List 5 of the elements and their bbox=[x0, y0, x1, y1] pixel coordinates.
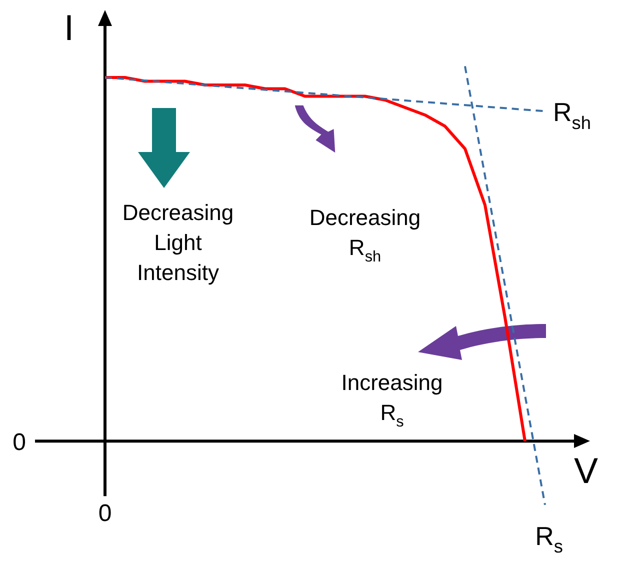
x-axis-title: V bbox=[574, 450, 598, 492]
y-axis-title: I bbox=[64, 7, 74, 48]
annotation: 0 bbox=[98, 500, 112, 528]
annotation: Decreasing Light Intensity bbox=[122, 200, 234, 285]
text: 0 bbox=[12, 429, 26, 456]
